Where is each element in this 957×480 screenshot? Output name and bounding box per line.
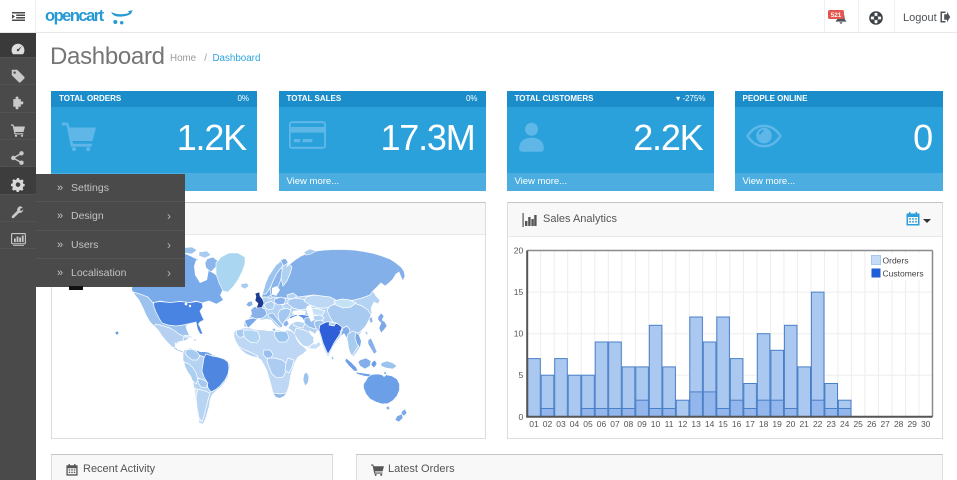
svg-text:24: 24 <box>840 419 850 429</box>
svg-text:21: 21 <box>799 419 809 429</box>
svg-text:5: 5 <box>518 370 523 380</box>
svg-text:20: 20 <box>514 246 524 256</box>
svg-text:07: 07 <box>610 419 620 429</box>
svg-text:02: 02 <box>543 419 553 429</box>
svg-text:10: 10 <box>651 419 661 429</box>
svg-text:03: 03 <box>556 419 566 429</box>
svg-text:17: 17 <box>745 419 755 429</box>
svg-text:25: 25 <box>853 419 863 429</box>
svg-text:27: 27 <box>880 419 890 429</box>
svg-text:521: 521 <box>831 12 842 19</box>
svg-text:12: 12 <box>678 419 688 429</box>
svg-text:19: 19 <box>772 419 782 429</box>
svg-text:10: 10 <box>514 329 524 339</box>
svg-text:15: 15 <box>718 419 728 429</box>
svg-text:Orders: Orders <box>883 256 909 266</box>
svg-text:28: 28 <box>894 419 904 429</box>
svg-text:29: 29 <box>907 419 917 429</box>
svg-text:Customers: Customers <box>883 269 924 279</box>
svg-text:0: 0 <box>518 412 523 422</box>
svg-text:08: 08 <box>624 419 634 429</box>
svg-text:15: 15 <box>514 287 524 297</box>
svg-text:14: 14 <box>705 419 715 429</box>
svg-text:09: 09 <box>637 419 647 429</box>
svg-text:01: 01 <box>529 419 539 429</box>
svg-text:04: 04 <box>570 419 580 429</box>
svg-text:11: 11 <box>665 419 674 429</box>
svg-text:23: 23 <box>826 419 836 429</box>
svg-text:18: 18 <box>759 419 769 429</box>
svg-text:20: 20 <box>786 419 796 429</box>
svg-text:30: 30 <box>921 419 931 429</box>
svg-text:26: 26 <box>867 419 877 429</box>
svg-text:22: 22 <box>813 419 823 429</box>
svg-text:13: 13 <box>691 419 701 429</box>
svg-text:16: 16 <box>732 419 742 429</box>
svg-text:05: 05 <box>583 419 593 429</box>
svg-text:06: 06 <box>597 419 607 429</box>
